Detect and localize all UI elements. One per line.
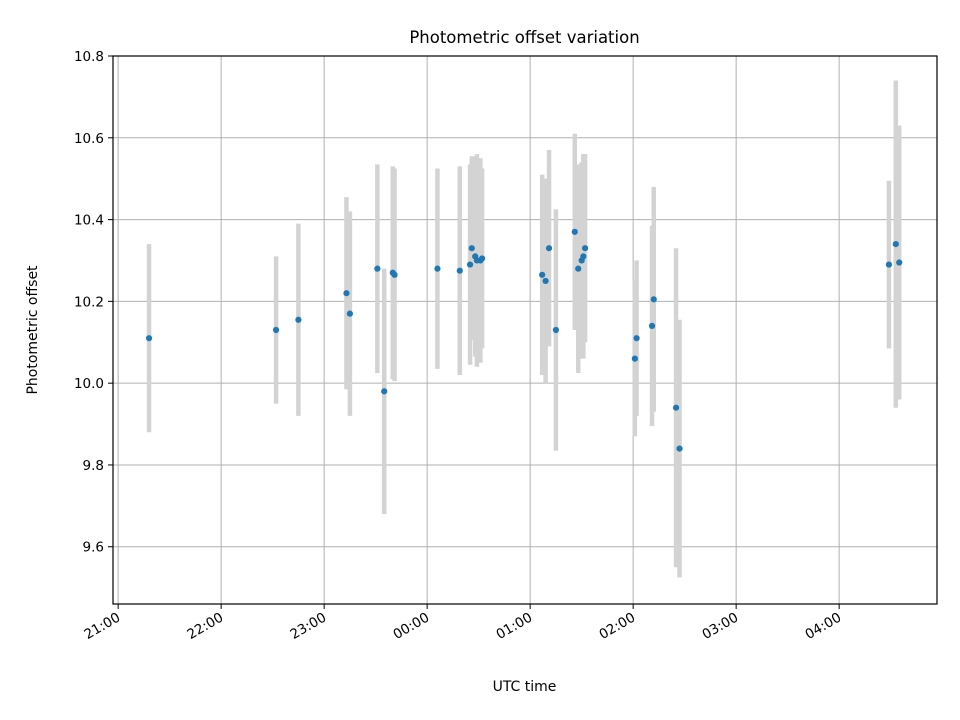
- data-point: [631, 355, 638, 362]
- y-tick-label: 9.6: [83, 540, 104, 556]
- data-point: [676, 445, 683, 452]
- chart-title: Photometric offset variation: [409, 28, 639, 47]
- data-point: [434, 265, 441, 272]
- x-tick-label: 04:00: [802, 610, 844, 643]
- x-tick-label: 22:00: [184, 610, 226, 643]
- y-tick-label: 9.8: [83, 458, 104, 474]
- data-point: [571, 228, 578, 235]
- grid: [113, 55, 937, 604]
- y-tick-label: 10.2: [74, 294, 104, 310]
- data-point: [456, 267, 463, 274]
- y-tick-label: 10.8: [74, 49, 104, 65]
- data-point: [672, 404, 680, 411]
- data-point: [885, 261, 893, 268]
- data-point: [391, 271, 398, 278]
- data-point: [575, 265, 582, 272]
- data-point: [295, 316, 302, 323]
- data-point: [468, 245, 475, 252]
- x-tick-label: 02:00: [596, 610, 638, 643]
- error-bars: [146, 80, 902, 578]
- data-point: [145, 335, 153, 342]
- x-axis-title: UTC time: [493, 679, 557, 695]
- plot-frame: [112, 55, 938, 605]
- data-point: [892, 241, 899, 248]
- y-tick-label: 10.6: [74, 131, 104, 147]
- x-tick-label: 03:00: [699, 610, 741, 643]
- data-point: [580, 253, 587, 260]
- data-point: [539, 271, 546, 278]
- data-point: [581, 245, 589, 252]
- data-point: [633, 335, 640, 342]
- x-tick-label: 23:00: [287, 610, 329, 643]
- data-point: [545, 245, 553, 252]
- data-point: [552, 326, 560, 334]
- x-tick-label: 00:00: [390, 610, 432, 643]
- data-point: [896, 259, 903, 266]
- x-tick-label: 01:00: [493, 610, 535, 643]
- data-point: [381, 388, 388, 395]
- data-points: [145, 228, 903, 452]
- data-point: [343, 290, 350, 297]
- data-point: [272, 326, 280, 334]
- y-tick-label: 10.0: [74, 376, 104, 392]
- data-point: [648, 322, 656, 330]
- data-point: [478, 255, 486, 262]
- y-tick-label: 10.4: [74, 213, 104, 229]
- data-point: [346, 310, 353, 317]
- data-point: [466, 261, 474, 268]
- data-point: [650, 296, 657, 303]
- data-point: [542, 277, 549, 285]
- data-point: [374, 265, 381, 272]
- y-axis-ticks: 9.6 9.8 10.0 10.2 10.4 10.6 10.8: [74, 49, 113, 556]
- x-tick-label: 21:00: [81, 610, 123, 643]
- x-axis-ticks: 21:00 22:00 23:00 00:00 01:00 02:00 03:00 04:00: [81, 604, 844, 643]
- y-axis-title: Photometric offset: [25, 265, 41, 395]
